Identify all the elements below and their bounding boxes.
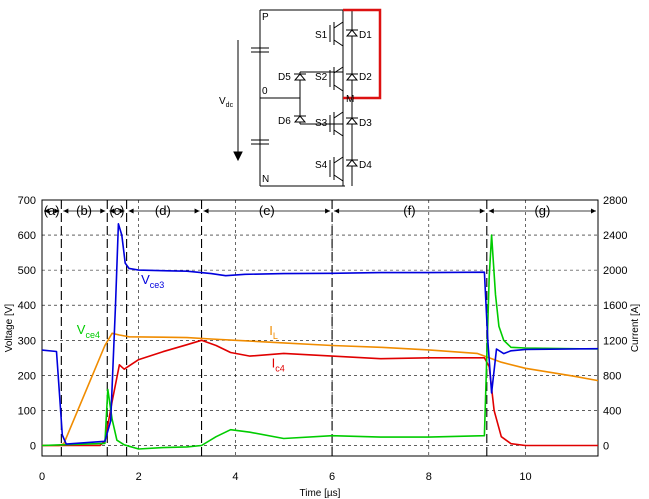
phase-labels: (a) (b) (c) (d) (e) (f) (g) — [44, 203, 551, 218]
phase-arrowhead — [109, 208, 115, 214]
y-left-tick-label: 400 — [18, 300, 36, 312]
output-path-highlight — [343, 8, 382, 100]
annotation-il: IL — [269, 323, 278, 341]
phase-arrowhead — [203, 208, 209, 214]
phase-arrowhead — [63, 208, 69, 214]
y-right-tick-label: 1600 — [603, 300, 627, 312]
diode-label-d6: D6 — [278, 116, 291, 127]
right-axis-ticks: 0 400 800 1200 1600 2000 2400 2800 — [603, 195, 627, 452]
y-left-tick-label: 600 — [18, 230, 36, 242]
plot-frame — [41, 199, 599, 457]
x-axis-label: Time [µs] — [300, 488, 341, 499]
output-label: M — [346, 94, 354, 105]
x-tick-label: 2 — [136, 471, 142, 483]
x-tick-label: 8 — [426, 471, 432, 483]
series-group — [41, 223, 599, 450]
diode-label-d1: D1 — [359, 30, 372, 41]
y-right-tick-label: 2400 — [603, 230, 627, 242]
y-right-tick-label: 0 — [603, 440, 609, 452]
right-axis-label: Current [A] — [630, 304, 641, 353]
phase-arrowhead — [591, 208, 596, 214]
series-line-vce3 — [41, 223, 599, 445]
y-left-tick-label: 700 — [18, 195, 36, 207]
phase-arrowhead — [479, 208, 485, 214]
switch-label-s3: S3 — [315, 118, 328, 129]
x-axis-ticks: 0 2 4 6 8 10 — [39, 471, 532, 483]
series-line-vce4 — [41, 234, 599, 450]
node-n-label: N — [262, 174, 269, 185]
phase-label: (d) — [155, 203, 171, 218]
switch-label-s2: S2 — [315, 72, 328, 83]
diode-label-d2: D2 — [359, 72, 372, 83]
phase-arrowhead — [119, 208, 125, 214]
phase-label: (g) — [534, 203, 550, 218]
phase-arrowhead — [100, 208, 106, 214]
phase-label: (a) — [44, 203, 60, 218]
phase-arrowhead — [488, 208, 494, 214]
annotation-vce4: Vce4 — [77, 322, 100, 340]
y-right-tick-label: 400 — [603, 405, 621, 417]
x-tick-label: 0 — [39, 471, 45, 483]
phase-arrowhead — [334, 208, 340, 214]
phase-label: (e) — [259, 203, 275, 218]
annotation-ic4: Ic4 — [272, 355, 285, 373]
grid — [42, 199, 598, 456]
series-line-il — [42, 332, 599, 447]
y-right-tick-label: 2000 — [603, 265, 627, 277]
left-axis-label: Voltage [V] — [4, 304, 15, 353]
annotation-vce3: Vce3 — [141, 272, 164, 290]
phase-label: (b) — [76, 203, 92, 218]
npc-circuit-diagram — [233, 9, 359, 187]
phase-boundaries — [44, 200, 596, 456]
y-left-tick-label: 300 — [18, 335, 36, 347]
y-left-tick-label: 500 — [18, 265, 36, 277]
phase-label: (f) — [403, 203, 415, 218]
phase-arrowhead — [44, 208, 49, 214]
y-left-tick-label: 0 — [30, 440, 36, 452]
switch-label-s4: S4 — [315, 160, 328, 171]
x-tick-label: 6 — [329, 471, 335, 483]
y-right-tick-label: 2800 — [603, 195, 627, 207]
y-right-tick-label: 800 — [603, 370, 621, 382]
x-tick-label: 4 — [232, 471, 238, 483]
diode-label-d4: D4 — [359, 160, 372, 171]
diode-label-d3: D3 — [359, 118, 372, 129]
phase-arrowhead — [325, 208, 331, 214]
phase-arrowhead — [128, 208, 134, 214]
switch-label-s1: S1 — [315, 30, 328, 41]
y-left-tick-label: 100 — [18, 405, 36, 417]
series-line-ic4 — [42, 339, 598, 447]
phase-arrowhead — [54, 208, 60, 214]
vdc-label: Vdc — [219, 96, 234, 109]
phase-arrowhead — [194, 208, 200, 214]
y-right-tick-label: 1200 — [603, 335, 627, 347]
node-0-label: 0 — [262, 86, 268, 97]
diode-label-d5: D5 — [278, 72, 291, 83]
y-left-tick-label: 200 — [18, 370, 36, 382]
series-annotations: Vce3 Vce4 IL Ic4 — [77, 272, 285, 373]
node-p-label: P — [262, 12, 269, 23]
left-axis-ticks: 0 100 200 300 400 500 600 700 — [18, 195, 36, 452]
x-tick-label: 10 — [519, 471, 531, 483]
phase-label: (c) — [109, 203, 124, 218]
